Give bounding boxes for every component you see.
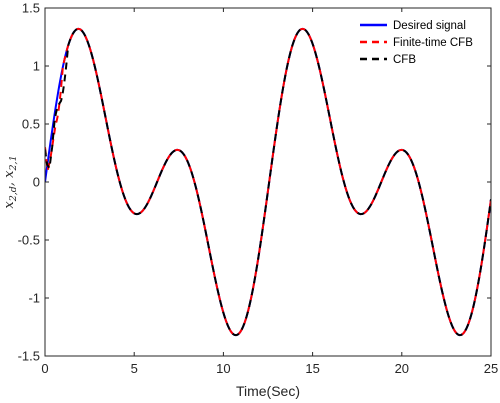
- y-tick-label: 0.5: [22, 117, 40, 132]
- series-line-desired-signal: [45, 27, 491, 337]
- x-tick-label: 20: [395, 361, 409, 376]
- y-tick-label: -0.5: [18, 233, 40, 248]
- x-tick-label: 25: [484, 361, 498, 376]
- x-tick-label: 5: [131, 361, 138, 376]
- y-tick-label: 1.5: [22, 1, 40, 16]
- x-axis-title: Time(Sec): [236, 383, 300, 399]
- y-tick-label: 1: [33, 59, 40, 74]
- series-line-cfb: [45, 27, 491, 337]
- legend-label: Finite-time CFB: [393, 37, 473, 49]
- y-tick-label: 0: [33, 175, 40, 190]
- legend-label: CFB: [393, 54, 416, 66]
- y-axis-title: x2,d, x2,1: [2, 155, 19, 208]
- x-tick-label: 15: [305, 361, 319, 376]
- y-tick-label: -1.5: [18, 349, 40, 364]
- x-tick-label: 0: [41, 361, 48, 376]
- series-line-finite-time-cfb: [45, 27, 491, 337]
- x-tick-label: 10: [216, 361, 230, 376]
- legend-label: Desired signal: [393, 20, 466, 32]
- y-tick-label: -1: [28, 291, 40, 306]
